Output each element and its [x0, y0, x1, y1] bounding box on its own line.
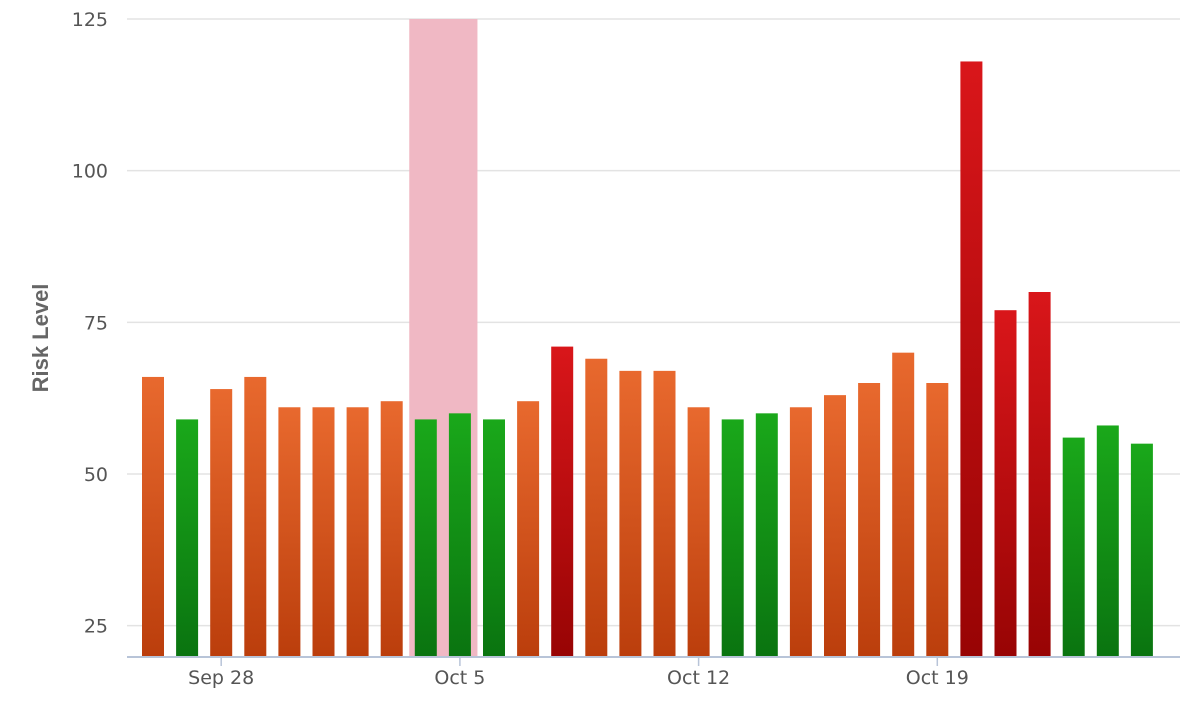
- bar-oct-7[interactable]: [517, 401, 540, 656]
- bar-oct-12[interactable]: [687, 407, 710, 656]
- bar-oct-13[interactable]: [721, 419, 744, 656]
- y-tick-label: 100: [72, 161, 108, 183]
- y-tick-label: 25: [84, 616, 108, 638]
- axes: Sep 28 Oct 5 Oct 12 Oct 19: [127, 656, 1180, 689]
- bar-oct-10[interactable]: [619, 370, 642, 656]
- bar-oct-8[interactable]: [551, 346, 574, 656]
- y-axis-title: Risk Level: [28, 284, 53, 393]
- bar-oct-20[interactable]: [960, 61, 983, 656]
- bar-sep-29[interactable]: [244, 376, 267, 656]
- bar-sep-27[interactable]: [176, 419, 199, 656]
- y-tick-label: 50: [84, 464, 108, 486]
- x-tick-label: Oct 5: [434, 667, 485, 689]
- bar-oct-9[interactable]: [585, 358, 608, 656]
- bar-sep-26[interactable]: [142, 376, 164, 656]
- bar-sep-30[interactable]: [278, 407, 301, 656]
- bar-oct-11[interactable]: [653, 370, 676, 656]
- bar-oct-1[interactable]: [312, 407, 335, 656]
- bar-oct-14[interactable]: [755, 413, 778, 656]
- x-tick-label: Oct 12: [667, 667, 730, 689]
- bar-oct-2[interactable]: [346, 407, 369, 656]
- bar-sep-28[interactable]: [210, 389, 233, 656]
- bar-oct-23[interactable]: [1062, 437, 1085, 656]
- bar-oct-5[interactable]: [448, 413, 471, 656]
- bar-oct-6[interactable]: [483, 419, 505, 656]
- y-tick-label: 125: [72, 9, 108, 31]
- bar-oct-16[interactable]: [824, 395, 846, 656]
- bar-oct-22[interactable]: [1028, 292, 1051, 656]
- bar-oct-19[interactable]: [926, 383, 949, 656]
- bar-oct-24[interactable]: [1096, 425, 1119, 656]
- bars: [142, 61, 1153, 656]
- x-tick-label: Sep 28: [188, 667, 254, 689]
- bar-oct-3[interactable]: [380, 401, 403, 656]
- bar-oct-17[interactable]: [858, 383, 881, 656]
- bar-oct-25[interactable]: [1130, 443, 1153, 656]
- x-tick-label: Oct 19: [906, 667, 969, 689]
- bar-oct-15[interactable]: [789, 407, 812, 656]
- bar-oct-21[interactable]: [994, 310, 1017, 656]
- bar-oct-18[interactable]: [892, 352, 915, 656]
- y-tick-label: 75: [84, 312, 108, 334]
- bar-oct-4[interactable]: [414, 419, 437, 656]
